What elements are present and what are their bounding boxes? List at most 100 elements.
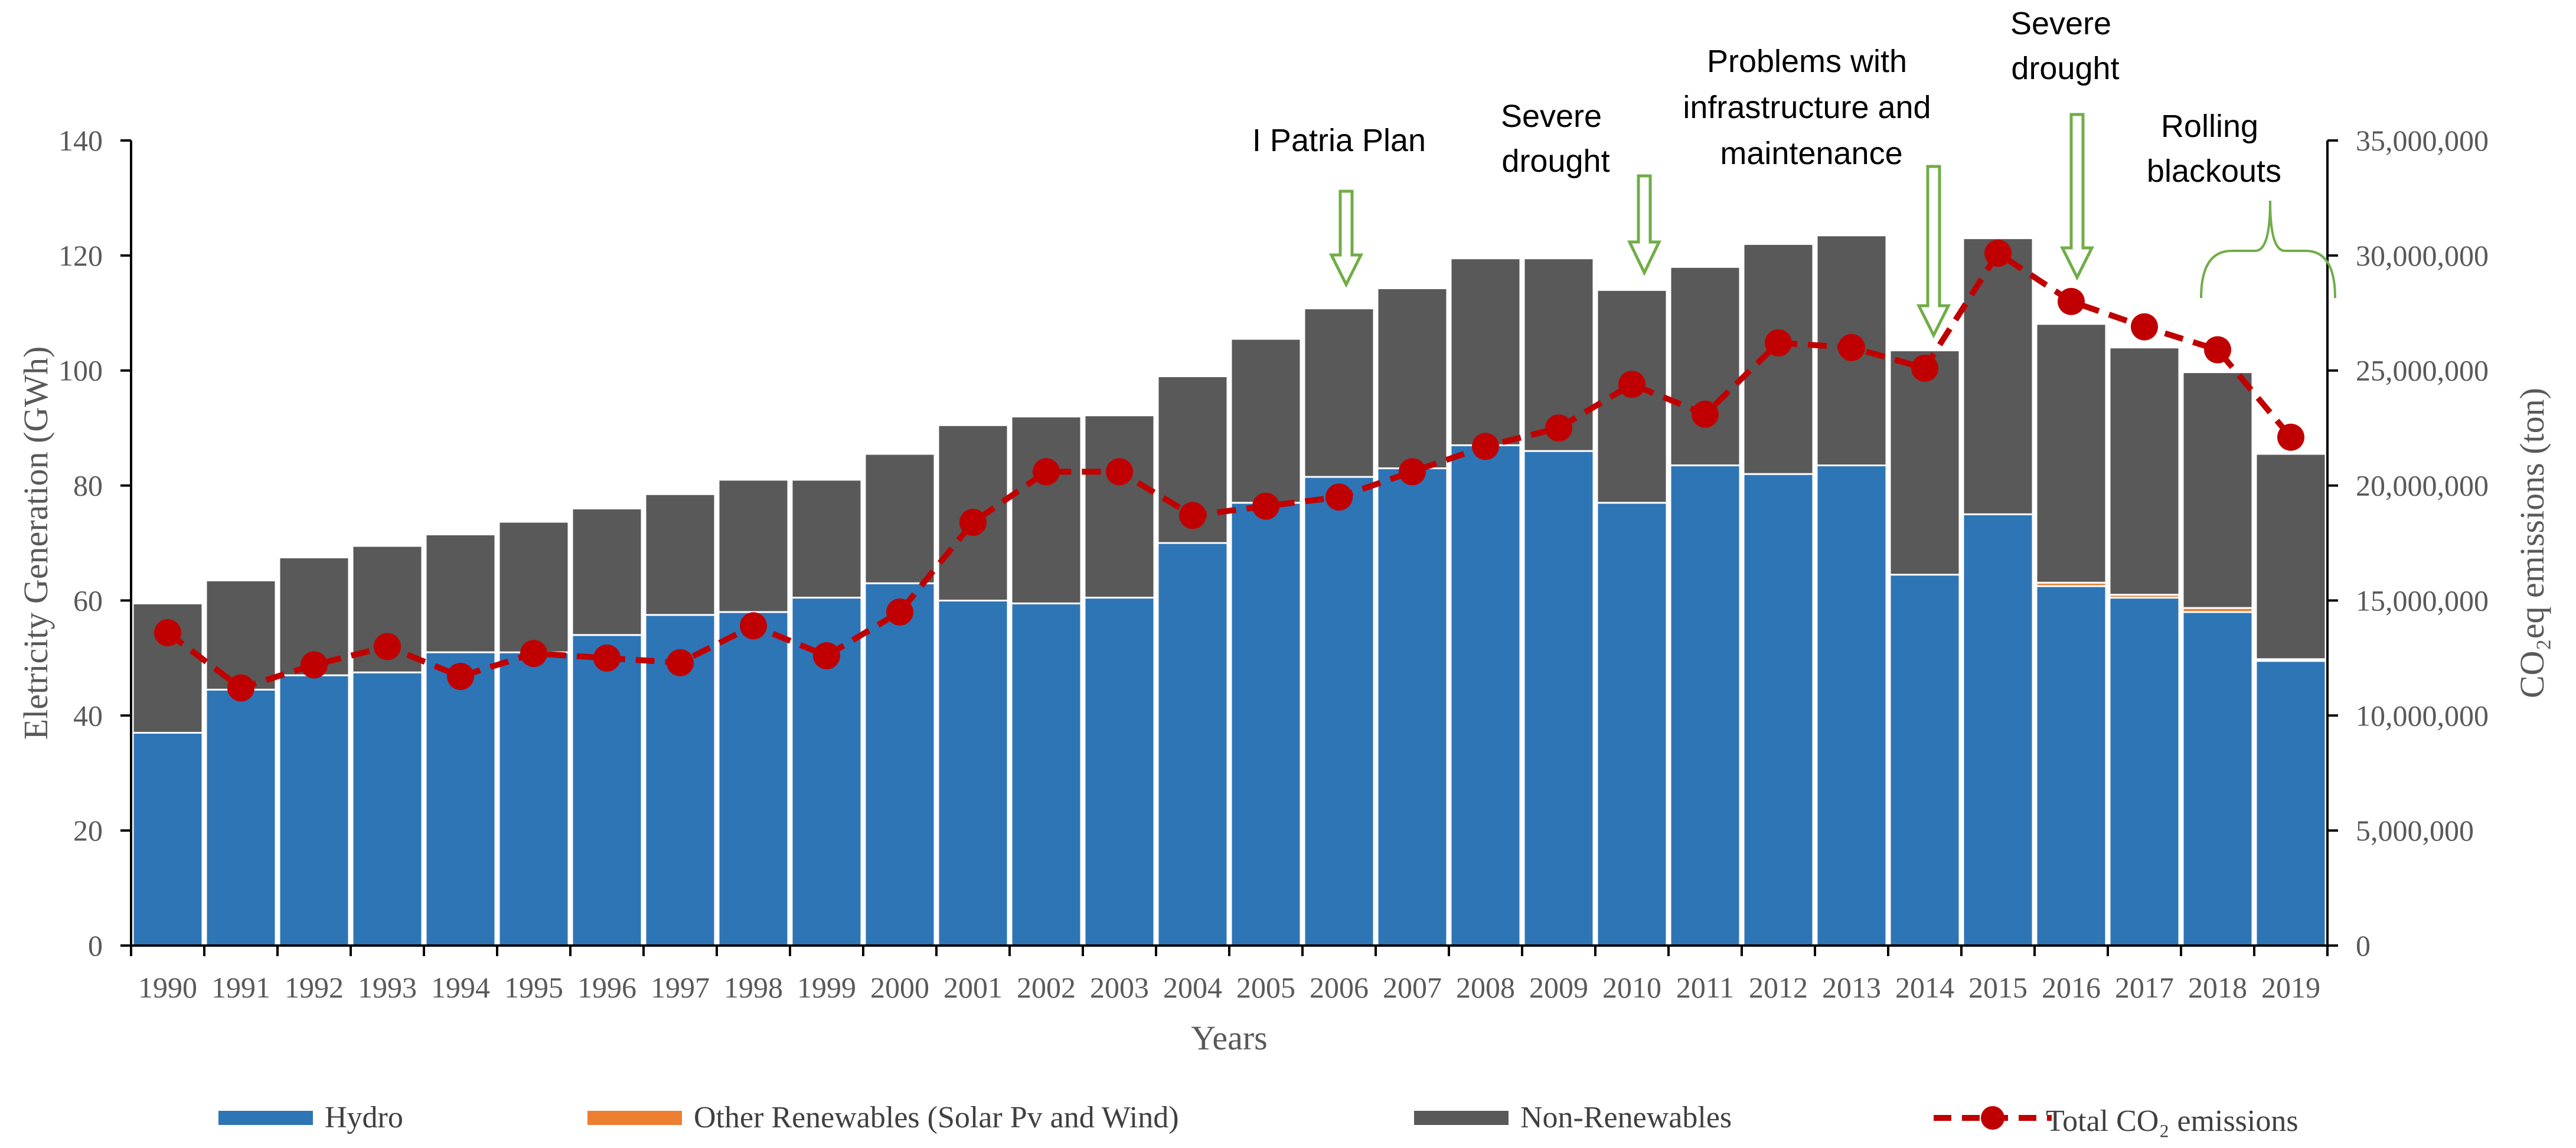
bar-hydro-2006 <box>1303 476 1375 947</box>
bar-non-renewables-2003 <box>1083 414 1155 598</box>
bar-non-renewables-2018 <box>2182 371 2254 609</box>
co2-point-2007 <box>1399 458 1426 486</box>
x-tick-label-1992: 1992 <box>285 971 344 1004</box>
left-tick-label-20: 20 <box>73 814 103 847</box>
co2-line-group <box>154 240 2304 702</box>
x-tick-label-1995: 1995 <box>504 971 563 1004</box>
right-tick-label-5,000,000: 5,000,000 <box>2356 814 2474 847</box>
annotation-severe-drought-2010: Severe drought <box>1501 99 1611 179</box>
x-tick-label-2018: 2018 <box>2188 971 2247 1004</box>
x-tick-label-2013: 2013 <box>1822 971 1881 1004</box>
x-tick-label-2010: 2010 <box>1602 971 1661 1004</box>
bar-non-renewables-2002 <box>1010 416 1082 604</box>
bar-hydro-1998 <box>717 611 789 947</box>
co2-point-2014 <box>1911 354 1938 382</box>
bar-non-renewables-2000 <box>864 453 936 584</box>
bar-hydro-2012 <box>1742 473 1814 947</box>
x-tick-label-1993: 1993 <box>358 971 417 1004</box>
co2-point-2017 <box>2131 313 2158 341</box>
bar-non-renewables-2011 <box>1669 266 1741 466</box>
bar-hydro-2000 <box>864 582 936 947</box>
x-tick-label-2009: 2009 <box>1529 971 1588 1004</box>
x-tick-label-2005: 2005 <box>1236 971 1295 1004</box>
bar-hydro-1993 <box>351 671 423 947</box>
bar-non-renewables-2019 <box>2255 453 2327 660</box>
co2-point-2019 <box>2277 423 2304 451</box>
x-axis-title: Years <box>1191 1019 1267 1057</box>
co2-point-2003 <box>1106 458 1133 486</box>
x-ticks-group: 1990 1991 1992 1993 1994 1995 1996 1997 1998 1999… <box>130 946 2329 1004</box>
bar-non-renewables-1991 <box>205 579 277 691</box>
legend-label-non-renewables: Non-Renewables <box>1520 1101 1732 1134</box>
bars-group <box>132 234 2327 947</box>
x-tick-label-1996: 1996 <box>577 971 636 1004</box>
bar-hydro-2005 <box>1230 502 1302 947</box>
right-tick-label-30,000,000: 30,000,000 <box>2356 239 2489 272</box>
legend-label-other-renewables: Other Renewables (Solar Pv and Wind) <box>694 1101 1179 1134</box>
bar-non-renewables-2014 <box>1889 349 1961 576</box>
bar-non-renewables-1994 <box>425 533 497 653</box>
bar-hydro-2011 <box>1669 465 1741 947</box>
co2-point-2012 <box>1765 329 1792 356</box>
bar-hydro-2018 <box>2182 611 2254 947</box>
left-tick-label-140: 140 <box>58 124 103 157</box>
bar-hydro-2014 <box>1889 574 1961 947</box>
annotation-patria-plan: I Patria Plan <box>1252 123 1426 158</box>
left-tick-label-120: 120 <box>58 239 103 272</box>
bar-hydro-2015 <box>1962 513 2034 947</box>
bar-hydro-1994 <box>425 651 497 947</box>
x-tick-label-2007: 2007 <box>1383 971 1442 1004</box>
legend-label-co2: Total CO₂ emissions <box>2046 1104 2299 1138</box>
bar-hydro-2002 <box>1010 602 1082 947</box>
x-tick-label-2017: 2017 <box>2115 971 2174 1004</box>
right-tick-label-35,000,000: 35,000,000 <box>2356 124 2489 157</box>
bar-hydro-2008 <box>1449 444 1522 947</box>
y-axis-right-title: CO₂eq emissions (ton) <box>2513 388 2551 698</box>
bar-hydro-2017 <box>2108 597 2180 947</box>
bar-non-renewables-2005 <box>1230 338 1302 504</box>
x-tick-label-1994: 1994 <box>431 971 490 1004</box>
x-tick-label-2003: 2003 <box>1090 971 1149 1004</box>
x-tick-label-2011: 2011 <box>1676 971 1734 1004</box>
legend-swatch-other-renewables <box>587 1111 682 1125</box>
right-tick-label-25,000,000: 25,000,000 <box>2356 354 2489 387</box>
co2-point-2001 <box>959 508 987 536</box>
bar-hydro-2004 <box>1157 542 1229 947</box>
bar-non-renewables-2008 <box>1449 257 1522 446</box>
bar-hydro-2019 <box>2255 660 2327 947</box>
right-ticks-group: 0 5,000,000 10,000,000 15,000,000 20,000,000… <box>2327 124 2489 962</box>
bar-non-renewables-1996 <box>571 508 643 636</box>
annotation-brace-2018-2019 <box>2200 200 2336 299</box>
co2-point-2005 <box>1252 492 1279 520</box>
bar-hydro-1996 <box>571 634 643 947</box>
x-tick-label-2004: 2004 <box>1163 971 1222 1004</box>
right-tick-label-15,000,000: 15,000,000 <box>2356 584 2489 617</box>
bar-hydro-1990 <box>132 732 204 947</box>
annotation-rolling-blackouts: Rolling blackouts <box>2147 109 2281 189</box>
right-tick-label-0: 0 <box>2356 929 2371 962</box>
x-tick-label-2006: 2006 <box>1310 971 1369 1004</box>
legend-label-hydro: Hydro <box>325 1101 403 1134</box>
co2-point-1995 <box>520 640 547 668</box>
x-tick-label-2012: 2012 <box>1749 971 1808 1004</box>
annotation-arrow-2006 <box>1328 189 1364 288</box>
x-tick-label-1990: 1990 <box>138 971 197 1004</box>
co2-point-2008 <box>1472 433 1499 460</box>
bar-hydro-2013 <box>1816 465 1888 947</box>
annotation-arrow-2010 <box>1627 174 1661 276</box>
bar-non-renewables-1998 <box>717 479 789 613</box>
x-tick-label-2016: 2016 <box>2042 971 2101 1004</box>
left-ticks-group: 0 20 40 60 80 100 120 140 <box>58 124 131 962</box>
annotation-arrow-2014 <box>1916 165 1951 339</box>
co2-point-1996 <box>593 644 621 672</box>
legend-swatch-non-renewables <box>1414 1111 1509 1125</box>
co2-point-2015 <box>1984 240 2012 267</box>
co2-point-1997 <box>667 649 694 676</box>
legend: Hydro Other Renewables (Solar Pv and Win… <box>218 1101 2299 1138</box>
bar-hydro-1991 <box>205 688 277 947</box>
bar-non-renewables-1997 <box>644 493 716 616</box>
bar-hydro-2010 <box>1596 502 1668 947</box>
co2-point-1994 <box>447 663 474 690</box>
x-tick-label-1997: 1997 <box>651 971 710 1004</box>
